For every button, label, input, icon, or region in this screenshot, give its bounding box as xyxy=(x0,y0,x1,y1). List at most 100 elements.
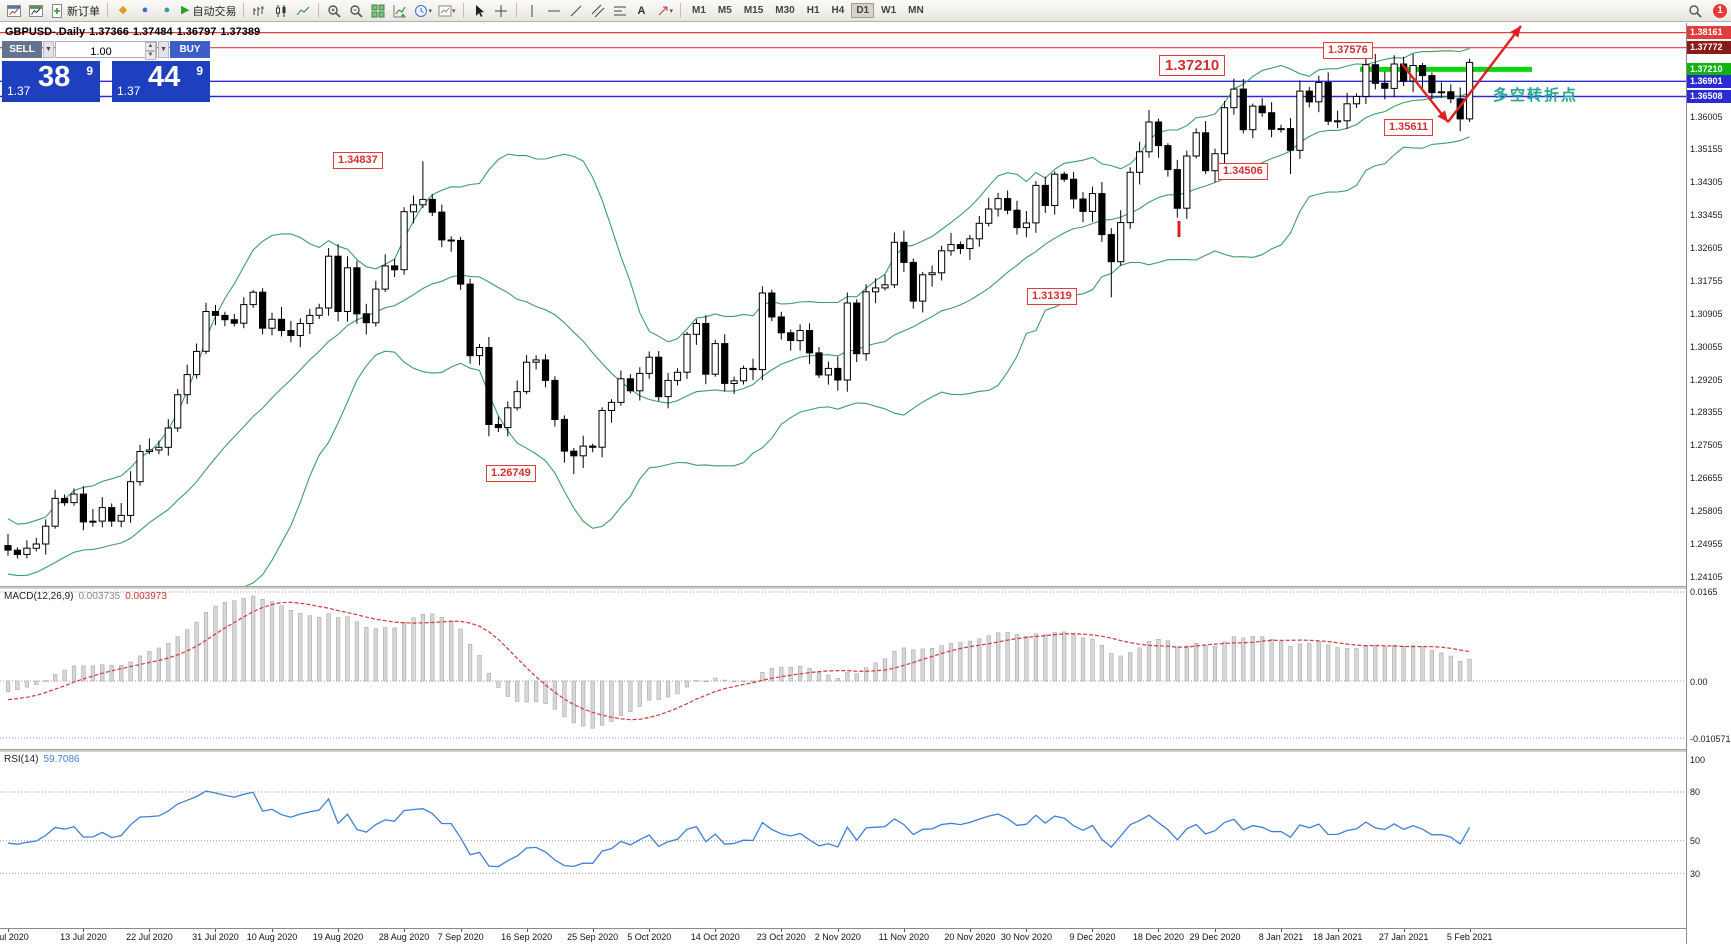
text-tool-icon[interactable]: A xyxy=(637,4,646,17)
price-annotation[interactable]: 1.26749 xyxy=(486,465,536,482)
price-tick: 1.25805 xyxy=(1690,506,1723,517)
turning-point-note[interactable]: 多空转折点 xyxy=(1493,87,1579,104)
bar-chart-icon[interactable] xyxy=(249,2,269,20)
cursor-icon[interactable] xyxy=(469,2,489,20)
price-tick: 1.31755 xyxy=(1690,275,1723,286)
price-level-marker: 1.37210 xyxy=(1687,62,1731,76)
time-tick xyxy=(1026,929,1028,932)
timeframe-m5[interactable]: M5 xyxy=(717,5,732,16)
price-annotation[interactable]: 1.31319 xyxy=(1027,288,1077,305)
price-annotation[interactable]: 1.34506 xyxy=(1218,163,1268,180)
candle-chart-icon[interactable] xyxy=(271,2,291,20)
new-order-button[interactable]: 新订单 xyxy=(48,2,102,20)
timeframe-h4[interactable]: H4 xyxy=(831,5,845,16)
price-tick: 1.30055 xyxy=(1690,341,1723,352)
price-chart-canvas[interactable] xyxy=(0,23,1686,586)
gold-icon[interactable]: ◆ xyxy=(118,4,128,16)
sell-dropdown[interactable]: ▼ xyxy=(43,41,54,58)
chart-window-icon[interactable] xyxy=(4,2,24,20)
crosshair-icon[interactable] xyxy=(491,2,511,20)
price-scale[interactable]: 1.36005 1.35155 1.34305 1.33455 1.32605 1.317… xyxy=(1686,23,1731,944)
macd-panel[interactable]: MACD(12,26,9) 0.003735 0.003973 xyxy=(0,589,1686,749)
buy-dropdown[interactable]: ▼ xyxy=(158,41,169,58)
zoom-out-icon[interactable] xyxy=(346,2,366,20)
timeframe-h1[interactable]: H1 xyxy=(806,5,820,16)
timeframe-mn[interactable]: MN xyxy=(908,5,924,16)
fibonacci-icon[interactable] xyxy=(610,2,630,20)
time-tick xyxy=(969,929,971,932)
time-label: 28 Aug 2020 xyxy=(378,932,430,942)
toolbar-separator xyxy=(107,3,108,18)
time-tick xyxy=(8,929,9,932)
symbol-title: GBPUSD-.Daily xyxy=(5,26,86,38)
time-label: 1 Jul 2020 xyxy=(0,932,29,942)
price-annotation[interactable]: 1.35611 xyxy=(1384,119,1434,136)
sell-button[interactable]: SELL xyxy=(2,41,42,58)
time-scale[interactable]: 1 Jul 2020 13 Jul 2020 22 Jul 2020 31 Jul 2… xyxy=(0,928,1686,944)
auto-trading-button[interactable]: ▶ 自动交易 xyxy=(179,2,238,20)
channel-icon[interactable] xyxy=(588,2,608,20)
rsi-scale-tick: 50 xyxy=(1690,836,1701,847)
template-icon[interactable]: ▾ xyxy=(436,2,458,20)
macd-canvas[interactable] xyxy=(0,589,1686,749)
macd-main-value: 0.003735 xyxy=(78,591,121,602)
trendline-icon[interactable] xyxy=(566,2,586,20)
price-tick: 1.35155 xyxy=(1690,144,1723,155)
time-tick xyxy=(460,929,462,932)
refresh-icon[interactable]: ● xyxy=(163,4,171,16)
timeframe-d1[interactable]: D1 xyxy=(851,3,875,18)
price-level-marker: 1.36901 xyxy=(1687,74,1731,88)
toolbar-separator xyxy=(515,3,517,18)
volume-stepper[interactable]: ▲ ▼ xyxy=(145,42,156,60)
price-annotation[interactable]: 1.34837 xyxy=(333,152,383,169)
rsi-canvas[interactable] xyxy=(0,752,1686,928)
periods-icon[interactable]: ▾ xyxy=(412,2,434,20)
panel-separator[interactable] xyxy=(0,749,1731,752)
price-chart-panel[interactable] xyxy=(0,23,1686,586)
time-label: 13 Jul 2020 xyxy=(60,932,107,942)
time-tick xyxy=(526,929,528,932)
time-label: 22 Jul 2020 xyxy=(126,932,173,942)
time-tick xyxy=(83,929,85,932)
new-order-label: 新订单 xyxy=(67,5,100,18)
vertical-line-icon[interactable] xyxy=(522,2,542,20)
arrow-tool-icon[interactable]: ▾ xyxy=(654,2,676,20)
horizontal-line-icon[interactable] xyxy=(544,2,564,20)
time-label: 5 Feb 2021 xyxy=(1446,932,1493,942)
time-label: 9 Dec 2020 xyxy=(1069,932,1116,942)
timeframe-w1[interactable]: W1 xyxy=(881,5,897,16)
time-label: 19 Aug 2020 xyxy=(312,932,364,942)
price-tick: 1.32605 xyxy=(1690,243,1723,253)
sell-price-box[interactable]: 1.37 38 9 xyxy=(2,61,100,102)
panel-separator[interactable] xyxy=(0,586,1731,589)
price-level-marker: 1.37772 xyxy=(1687,41,1731,55)
timeframe-m1[interactable]: M1 xyxy=(692,5,706,16)
new-chart-icon[interactable] xyxy=(26,2,46,20)
search-icon[interactable] xyxy=(1685,2,1705,20)
buy-price-box[interactable]: 1.37 44 9 xyxy=(112,61,210,102)
price-level-marker: 1.36508 xyxy=(1687,90,1731,104)
volume-up-icon[interactable]: ▲ xyxy=(145,42,156,51)
time-label: 23 Oct 2020 xyxy=(756,932,806,942)
price-annotation[interactable]: 1.37576 xyxy=(1323,42,1373,59)
timeframe-m15[interactable]: M15 xyxy=(743,5,764,16)
volume-down-icon[interactable]: ▼ xyxy=(145,51,156,60)
volume-input[interactable] xyxy=(56,44,156,60)
accounts-icon[interactable]: ● xyxy=(141,4,149,16)
rsi-panel[interactable]: RSI(14) 59.7086 xyxy=(0,752,1686,928)
indicators-icon[interactable] xyxy=(390,2,410,20)
price-annotation[interactable]: 1.37210 xyxy=(1159,55,1226,76)
toolbar-separator xyxy=(243,3,245,18)
notification-badge[interactable]: 1 xyxy=(1713,3,1727,18)
time-tick xyxy=(1469,929,1471,932)
zoom-in-icon[interactable] xyxy=(324,2,344,20)
time-tick xyxy=(837,929,839,932)
buy-button[interactable]: BUY xyxy=(170,41,210,58)
time-label: 20 Nov 2020 xyxy=(944,932,996,942)
time-label: 8 Jan 2021 xyxy=(1258,932,1304,942)
tile-windows-icon[interactable] xyxy=(368,2,388,20)
line-chart-icon[interactable] xyxy=(293,2,313,20)
timeframe-m30[interactable]: M30 xyxy=(775,5,795,16)
